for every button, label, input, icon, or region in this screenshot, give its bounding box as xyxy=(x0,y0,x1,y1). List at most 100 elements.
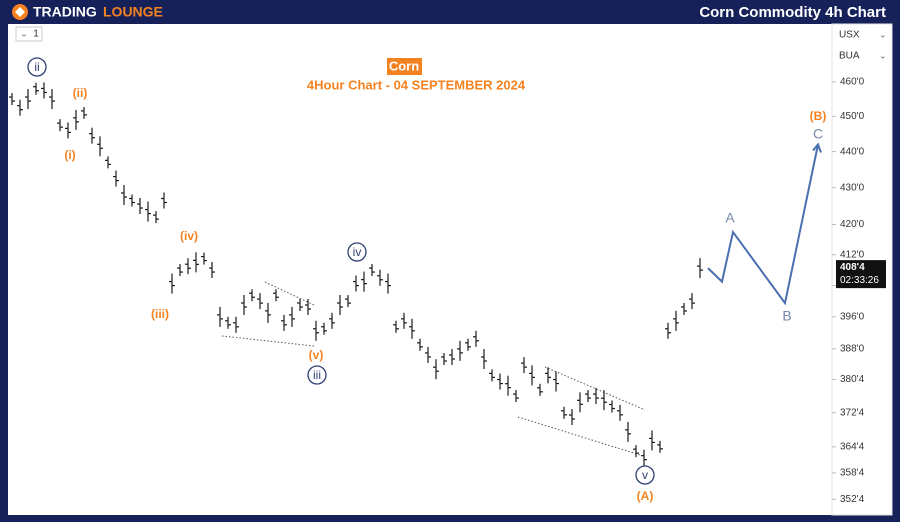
price-bar xyxy=(665,322,671,339)
price-bar xyxy=(681,302,687,315)
price-bar xyxy=(569,409,575,426)
y-tick-label: 372'4 xyxy=(840,407,865,418)
wave-label: (v) xyxy=(309,348,324,362)
price-bar xyxy=(241,295,247,316)
last-price: 408'4 xyxy=(840,262,865,273)
price-bar xyxy=(489,369,495,382)
price-bar xyxy=(345,295,351,308)
price-bar xyxy=(321,322,327,335)
arrow-head xyxy=(812,142,822,153)
price-bar xyxy=(249,289,255,302)
y-tick-label: 396'0 xyxy=(840,312,865,323)
price-bar xyxy=(417,338,423,351)
wave-label: iv xyxy=(353,245,362,259)
wave-label: A xyxy=(725,210,735,226)
dropdown-icon: ⌄ xyxy=(879,50,887,60)
price-bar xyxy=(153,211,159,224)
price-bar xyxy=(377,269,383,286)
price-bar xyxy=(401,312,407,329)
price-bar xyxy=(209,262,215,279)
price-bar xyxy=(625,421,631,442)
wedge-line xyxy=(517,416,641,456)
y-tick-label: 420'0 xyxy=(840,219,865,230)
wave-label: (iv) xyxy=(180,229,198,243)
price-bar xyxy=(521,357,527,374)
price-bar xyxy=(633,445,639,458)
dropdown-icon: ⌄ xyxy=(879,29,887,39)
chart-title: Corn xyxy=(389,58,419,73)
unit: BUA xyxy=(839,51,860,62)
price-bar xyxy=(233,316,239,333)
logo-text: Lounge xyxy=(103,4,163,20)
price-bar xyxy=(369,264,375,277)
price-bar xyxy=(465,338,471,351)
price-bar xyxy=(473,330,479,347)
price-bar xyxy=(225,316,231,329)
price-bar xyxy=(529,365,535,386)
price-bar xyxy=(257,293,263,310)
currency: USX xyxy=(839,30,860,41)
price-bar xyxy=(385,273,391,294)
wave-label: (A) xyxy=(637,489,654,503)
price-bar xyxy=(329,312,335,329)
wedge-line xyxy=(221,335,315,347)
price-bar xyxy=(217,306,223,327)
wave-label: v xyxy=(642,468,648,482)
logo-mark xyxy=(15,7,25,17)
price-bar xyxy=(105,156,111,169)
wave-label: (i) xyxy=(64,148,75,162)
price-bar xyxy=(57,119,63,132)
wave-circle xyxy=(27,57,47,77)
chart-subtitle: 4Hour Chart - 04 SEPTEMBER 2024 xyxy=(307,77,526,92)
price-bar xyxy=(65,122,71,139)
title-box xyxy=(387,58,422,75)
price-bar xyxy=(457,340,463,361)
price-bar xyxy=(497,373,503,390)
price-bar xyxy=(689,293,695,310)
price-bar xyxy=(337,295,343,316)
price-bar xyxy=(193,252,199,273)
wave-circle xyxy=(307,365,327,385)
y-tick-label: 430'0 xyxy=(840,182,865,193)
price-bar xyxy=(593,388,599,405)
price-bar xyxy=(25,89,31,110)
y-tick-label: 364'4 xyxy=(840,441,865,452)
price-bar xyxy=(169,273,175,294)
price-bar xyxy=(41,82,47,99)
price-bar xyxy=(9,93,15,106)
wave-label: (B) xyxy=(810,109,827,123)
interval-box[interactable] xyxy=(15,26,43,42)
price-bar xyxy=(609,400,615,413)
y-tick-label: 440'0 xyxy=(840,146,865,157)
price-bar xyxy=(617,404,623,421)
price-bar xyxy=(601,390,607,411)
price-bar xyxy=(513,390,519,403)
price-bar xyxy=(89,127,95,144)
countdown: 02:33:26 xyxy=(840,275,879,286)
y-tick-label: 388'0 xyxy=(840,344,865,355)
price-bar xyxy=(161,192,167,209)
price-bar xyxy=(129,194,135,207)
y-tick-label: 450'0 xyxy=(840,111,865,122)
price-bar xyxy=(281,314,287,331)
price-bar xyxy=(553,371,559,392)
last-price-box xyxy=(836,260,886,289)
wave-circle xyxy=(635,465,655,485)
y-tick-label: 460'0 xyxy=(840,77,865,88)
price-bar xyxy=(425,346,431,363)
price-bar xyxy=(537,383,543,396)
price-bar xyxy=(145,201,151,222)
price-bar xyxy=(81,106,87,119)
logo-text: Trading xyxy=(33,4,97,20)
wave-circle xyxy=(347,242,367,262)
price-bar xyxy=(673,310,679,331)
wedge-line xyxy=(544,366,646,411)
price-bar xyxy=(481,349,487,370)
price-bar xyxy=(409,318,415,339)
wave-label: (iii) xyxy=(151,307,169,321)
wave-label: C xyxy=(813,126,823,142)
price-bar xyxy=(297,299,303,312)
price-bar xyxy=(393,320,399,333)
price-bar xyxy=(449,348,455,365)
